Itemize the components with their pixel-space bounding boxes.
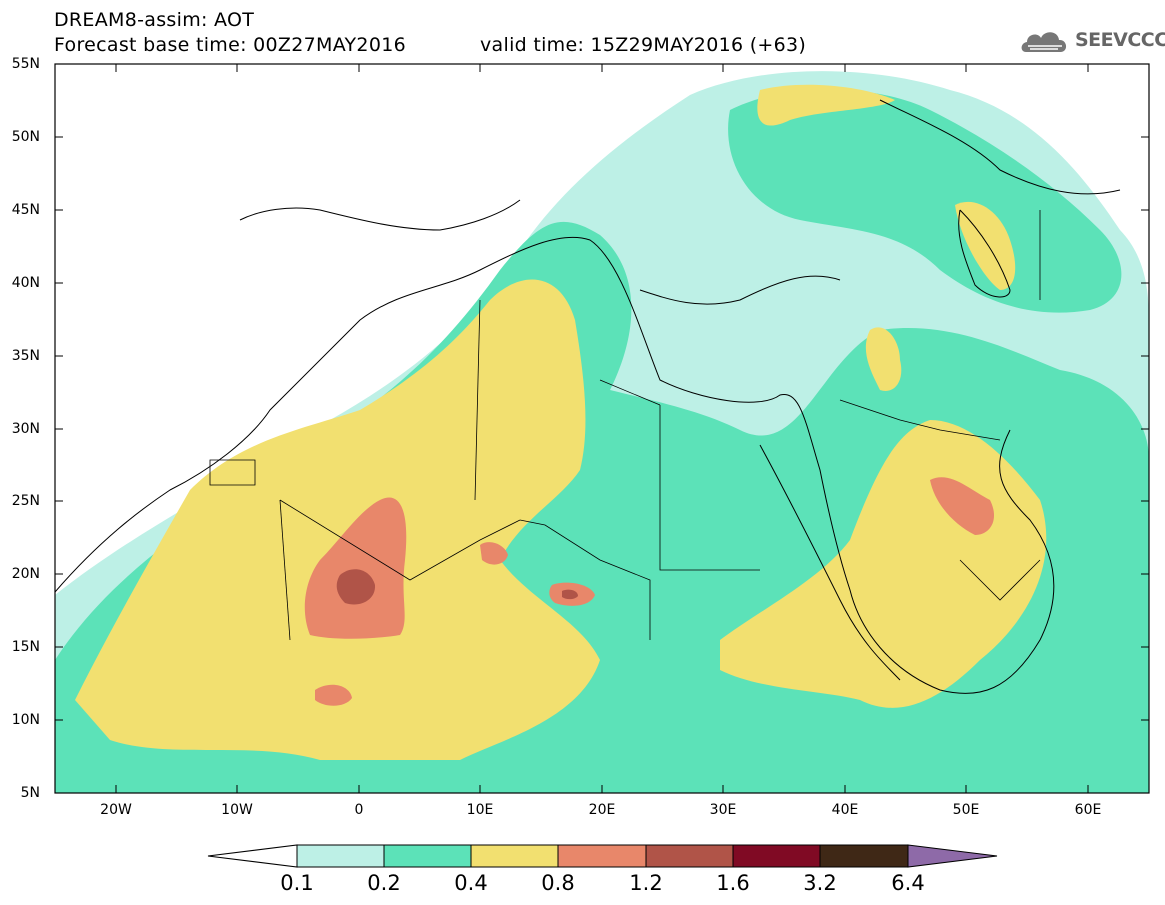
colorbar-bin-0.8 (557, 844, 647, 868)
aot-band-0.4-iraq (865, 327, 902, 391)
colorbar-bin-0.4 (470, 844, 559, 868)
aot-band-0.8-niger (480, 542, 508, 565)
colorbar-bin-0.2 (383, 844, 472, 868)
lon-label: 60E (1074, 802, 1102, 818)
aot-band-0.8-arabia (930, 477, 995, 535)
colorbar-label: 1.6 (716, 871, 750, 895)
colorbar (207, 844, 998, 868)
colorbar-extend-low (207, 844, 298, 868)
aot-contours (55, 71, 1149, 793)
lon-label: 0 (354, 802, 364, 818)
colorbar-label: 0.1 (280, 871, 314, 895)
lat-label: 20N (11, 566, 40, 582)
cloud-icon (1021, 32, 1067, 52)
axis-ticks (55, 63, 1149, 793)
lat-label: 15N (11, 639, 40, 655)
aot-band-0.4-caspian (955, 201, 1016, 290)
aot-band-0.8-mali (315, 684, 352, 706)
colorbar-label: 3.2 (803, 871, 837, 895)
lat-label: 50N (11, 129, 40, 145)
lat-label: 10N (11, 712, 40, 728)
lat-label: 30N (11, 421, 40, 437)
colorbar-label: 0.8 (541, 871, 575, 895)
lon-label: 40E (831, 802, 859, 818)
lat-label: 40N (11, 275, 40, 291)
lon-label: 10W (221, 802, 253, 818)
lat-label: 25N (11, 493, 40, 509)
colorbar-label: 6.4 (891, 871, 925, 895)
coastlines (55, 99, 1121, 694)
lat-label: 35N (11, 348, 40, 364)
lat-label: 45N (11, 202, 40, 218)
lon-label: 10E (466, 802, 494, 818)
logo-text: SEEVCCC (1075, 29, 1165, 51)
country-borders (209, 210, 1041, 641)
colorbar-bin-1.6 (732, 844, 821, 868)
lon-label: 20E (588, 802, 616, 818)
valid-time: valid time: 15Z29MAY2016 (+63) (480, 34, 807, 56)
colorbar-label: 1.2 (629, 871, 663, 895)
map-title: DREAM8-assim: AOT (54, 9, 255, 31)
colorbar-label: 0.2 (367, 871, 401, 895)
aot-band-0.4 (75, 279, 600, 760)
aot-band-0.4-north (757, 84, 895, 126)
aot-band-1.2-chad (562, 589, 578, 600)
colorbar-bin-1.2 (645, 844, 734, 868)
aot-band-1.2 (336, 569, 376, 605)
lon-label: 50E (952, 802, 980, 818)
lon-label: 30E (709, 802, 737, 818)
colorbar-bin-0.1 (296, 844, 385, 868)
seevccc-logo: SEEVCCC (1018, 24, 1165, 58)
colorbar-label: 0.4 (454, 871, 488, 895)
lat-label: 55N (11, 56, 40, 72)
lat-label: 5N (20, 785, 40, 801)
aot-band-0.8 (304, 497, 407, 639)
colorbar-extend-high (907, 844, 998, 868)
aot-band-0.2-north (728, 89, 1122, 313)
lon-label: 20W (100, 802, 132, 818)
forecast-base-time: Forecast base time: 00Z27MAY2016 (54, 34, 406, 56)
colorbar-bin-3.2 (819, 844, 909, 868)
